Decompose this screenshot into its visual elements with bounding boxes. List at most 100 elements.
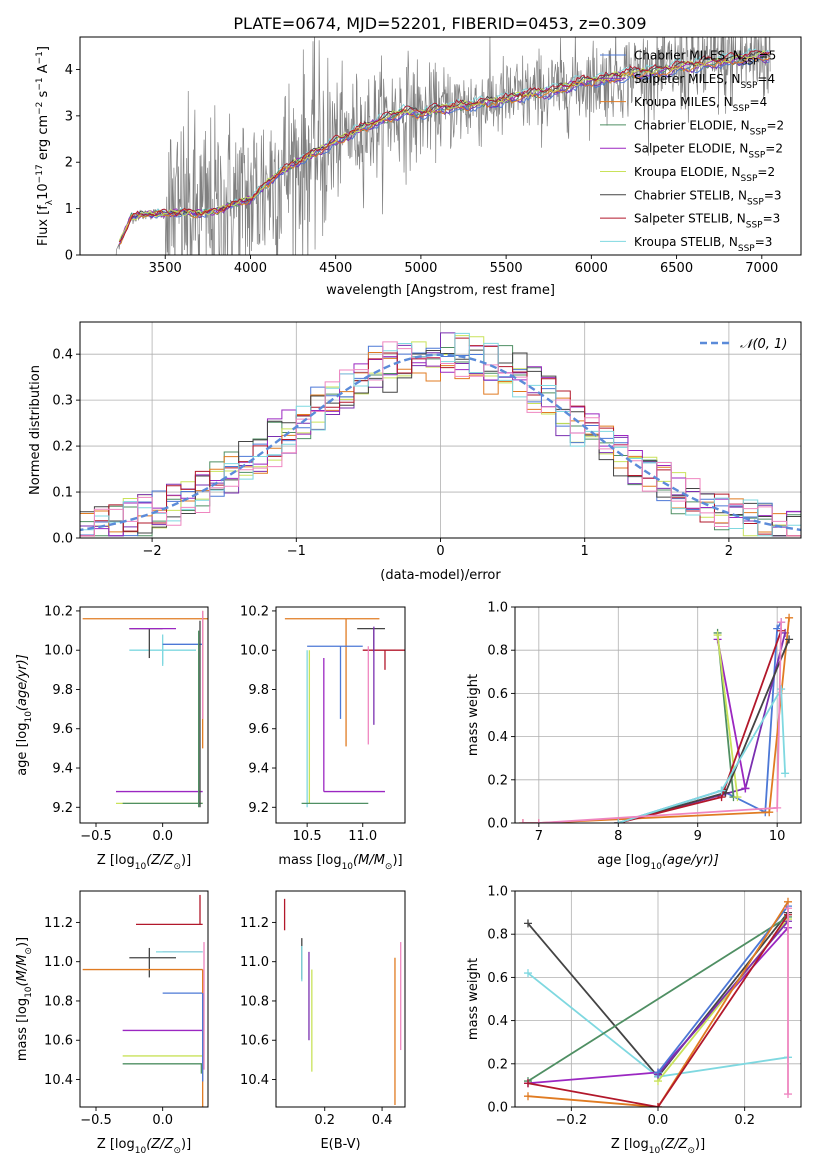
y-tick-label: 0.0 bbox=[487, 1101, 508, 1116]
y-tick-label: 10.6 bbox=[44, 1034, 73, 1049]
x-tick-label: −0.2 bbox=[556, 1113, 588, 1128]
y-axis-label: mass weight bbox=[466, 674, 481, 756]
x-tick-label: 1 bbox=[581, 544, 589, 559]
x-tick-label: 2 bbox=[725, 544, 733, 559]
weight-marker bbox=[784, 904, 792, 913]
x-tick-label: 7000 bbox=[745, 261, 778, 276]
x-axis-label: mass [log10(M/M⊙)] bbox=[278, 853, 402, 872]
weight-marker bbox=[777, 618, 786, 627]
weight-line bbox=[527, 914, 789, 1107]
axes-frame bbox=[514, 890, 802, 1108]
age-vs-mass-panel: 10.5 11.0 9.2 9.4 9.6 9.8 10.0 10.2 mass [log10(… bbox=[240, 604, 406, 872]
x-axis-label: Z [log10(Z/Z⊙)] bbox=[97, 853, 191, 872]
y-tick-label: 10.2 bbox=[44, 604, 73, 619]
x-tick-label: 6500 bbox=[660, 261, 693, 276]
x-tick-label: 9 bbox=[694, 829, 702, 844]
histogram-step bbox=[80, 341, 801, 537]
x-axis-label: wavelength [Angstrom, rest frame] bbox=[326, 283, 555, 298]
y-tick-label: 1 bbox=[65, 202, 73, 217]
plot-area bbox=[80, 322, 801, 538]
y-axis-label: mass [log10(M/M⊙)] bbox=[15, 937, 34, 1061]
mass-vs-ebv-panel: 0.2 0.4 10.4 10.6 10.8 11.0 11.2 E(B-V) bbox=[240, 890, 406, 1152]
mass-weight-vs-metallicity-panel: −0.2 0.0 0.2 0.0 0.2 0.4 0.6 0.8 1.0 Z [log10(Z/Z… bbox=[466, 885, 802, 1156]
y-tick-label: 9.6 bbox=[248, 722, 269, 737]
weight-marker bbox=[524, 1092, 532, 1101]
axes-frame bbox=[275, 890, 406, 1108]
x-axis-label: Z [log10(Z/Z⊙)] bbox=[611, 1137, 705, 1156]
weight-line bbox=[618, 686, 787, 823]
y-tick-label: 0.1 bbox=[52, 486, 73, 501]
y-tick-label: 0.4 bbox=[487, 730, 508, 745]
y-tick-label: 0.6 bbox=[487, 971, 508, 986]
weight-marker bbox=[765, 808, 774, 817]
weight-marker bbox=[654, 1068, 662, 1077]
x-tick-label: 0 bbox=[436, 544, 444, 559]
weight-marker bbox=[773, 803, 782, 812]
weight-marker bbox=[784, 1090, 792, 1099]
y-tick-label: 1.0 bbox=[487, 885, 508, 900]
axes-frame bbox=[79, 321, 802, 539]
plot-area bbox=[284, 618, 405, 808]
y-tick-label: 10.0 bbox=[240, 644, 269, 659]
legend-entry: 𝒩(0, 1) bbox=[740, 337, 787, 352]
y-tick-label: 0.3 bbox=[52, 394, 73, 409]
x-axis-label: age [log10(age/yr)] bbox=[597, 853, 719, 872]
legend-entry: Salpeter ELODIE, NSSP=2 bbox=[634, 142, 783, 161]
weight-marker bbox=[524, 919, 532, 928]
legend-entry: Chabrier ELODIE, NSSP=2 bbox=[634, 118, 784, 137]
y-tick-label: 4 bbox=[65, 63, 73, 78]
weight-line bbox=[618, 630, 782, 823]
weight-marker bbox=[518, 819, 527, 823]
weight-marker bbox=[741, 784, 750, 793]
spectrum-panel: 3500 4000 4500 5000 5500 6000 6500 7000 0 1 2 3 4 wav… bbox=[35, 36, 802, 298]
axes-frame bbox=[79, 606, 209, 824]
weight-marker bbox=[781, 769, 790, 778]
x-tick-label: 10.5 bbox=[293, 829, 322, 844]
y-tick-label: 0 bbox=[65, 249, 73, 264]
x-axis-label: (data-model)/error bbox=[380, 568, 501, 583]
weight-line bbox=[527, 916, 789, 1082]
x-tick-label: 4000 bbox=[234, 261, 267, 276]
y-axis-label: Normed distribution bbox=[28, 365, 43, 495]
axes-frame bbox=[514, 606, 802, 824]
x-tick-label: 0.0 bbox=[152, 829, 173, 844]
y-tick-label: 1.0 bbox=[487, 601, 508, 616]
y-tick-label: 10.8 bbox=[240, 994, 269, 1009]
legend-entry: Chabrier STELIB, NSSP=3 bbox=[634, 188, 782, 207]
plot-area bbox=[82, 894, 205, 1107]
mass-vs-metallicity-panel: −0.5 0.0 10.4 10.6 10.8 11.0 11.2 Z [log10(Z/Z⊙… bbox=[15, 890, 209, 1156]
figure-title: PLATE=0674, MJD=52201, FIBERID=0453, z=0… bbox=[233, 14, 646, 33]
x-tick-label: −1 bbox=[287, 544, 306, 559]
y-tick-label: 11.0 bbox=[44, 955, 73, 970]
x-tick-label: 6000 bbox=[575, 261, 608, 276]
axes-frame bbox=[79, 890, 209, 1108]
y-tick-label: 10.0 bbox=[44, 644, 73, 659]
x-tick-label: 0.4 bbox=[372, 1113, 393, 1128]
y-tick-label: 10.4 bbox=[44, 1073, 73, 1088]
weight-marker bbox=[785, 613, 794, 622]
y-tick-label: 9.2 bbox=[52, 801, 73, 816]
y-tick-label: 11.2 bbox=[240, 916, 269, 931]
residual-panel: −2 −1 0 1 2 0.0 0.1 0.2 0.3 0.4 (data-model)/error… bbox=[28, 321, 802, 583]
x-tick-label: 4500 bbox=[319, 261, 352, 276]
y-tick-label: 0.2 bbox=[487, 773, 508, 788]
y-tick-label: 0.4 bbox=[487, 1014, 508, 1029]
weight-line bbox=[522, 622, 783, 823]
axes-frame bbox=[79, 36, 802, 256]
legend-entry: Kroupa STELIB, NSSP=3 bbox=[634, 235, 772, 254]
y-tick-label: 0.8 bbox=[487, 644, 508, 659]
weight-marker bbox=[785, 635, 794, 644]
weight-marker bbox=[614, 819, 623, 823]
weight-marker bbox=[777, 685, 786, 694]
plot-area bbox=[283, 898, 402, 1106]
y-tick-label: 9.8 bbox=[248, 683, 269, 698]
model-spectrum bbox=[118, 55, 770, 246]
x-axis-label: Z [log10(Z/Z⊙)] bbox=[97, 1137, 191, 1156]
y-tick-label: 0.6 bbox=[487, 687, 508, 702]
weight-line bbox=[527, 901, 789, 1107]
mass-weight-vs-age-panel: 7 8 9 10 0.0 0.2 0.4 0.6 0.8 1.0 age [log10(age/yr… bbox=[466, 601, 802, 872]
y-tick-label: 0.2 bbox=[487, 1057, 508, 1072]
x-tick-label: 10 bbox=[769, 829, 786, 844]
y-tick-label: 0.4 bbox=[52, 348, 73, 363]
